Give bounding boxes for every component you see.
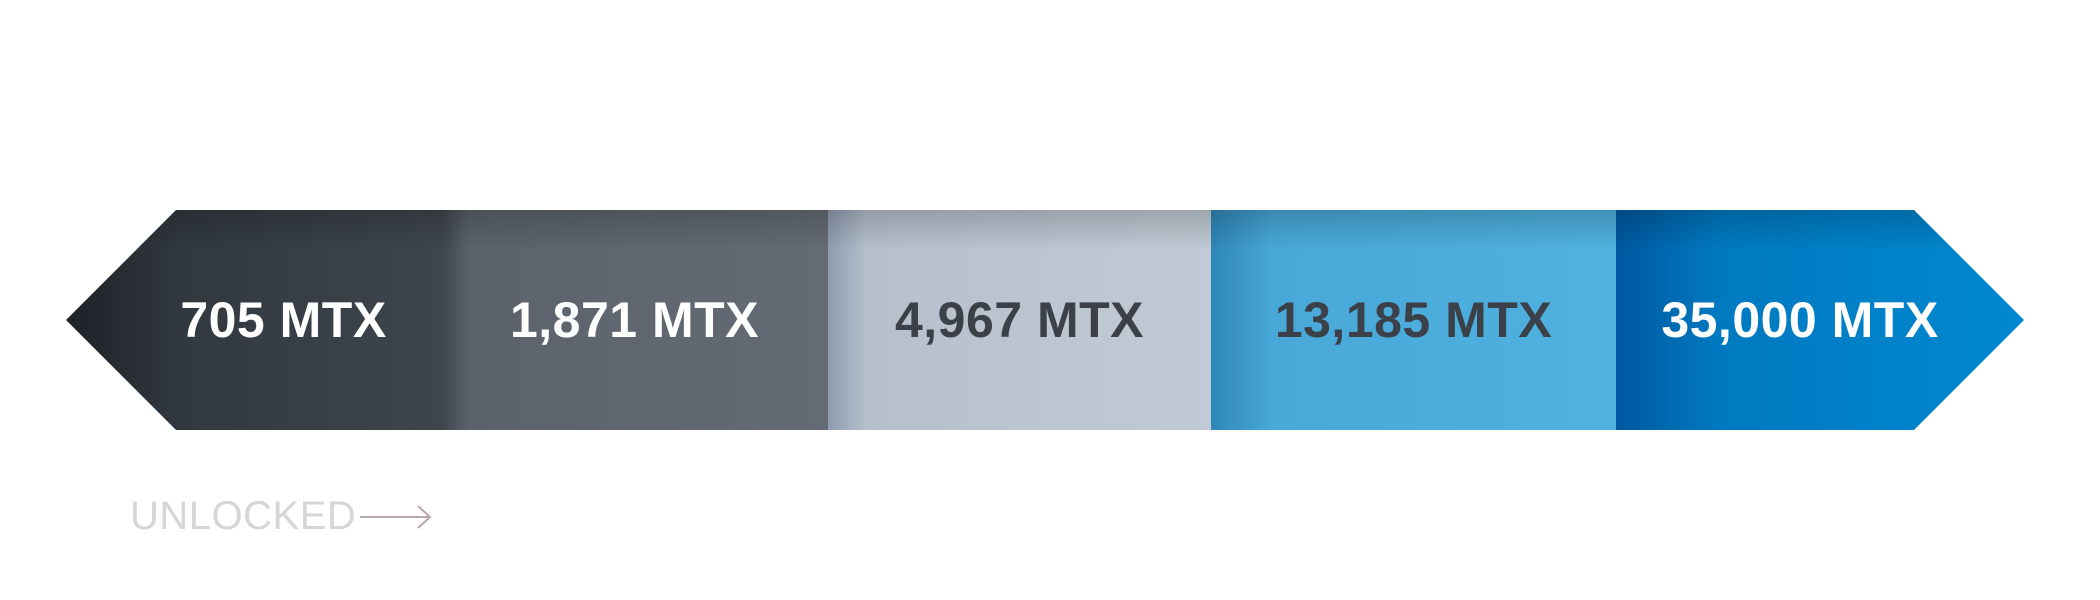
tier-2: 1,871 MTX (441, 210, 828, 430)
tier-4: 13,185 MTX (1211, 210, 1616, 430)
arrow-right-icon (360, 504, 432, 529)
tier-3-label: 4,967 MTX (894, 292, 1145, 348)
tier-5: 35,000 MTX (1616, 210, 2024, 430)
tier-3: 4,967 MTX (828, 210, 1211, 430)
tier-1-label: 705 MTX (180, 292, 387, 348)
unlocked-indicator: UNLOCKED (130, 494, 434, 539)
tier-1: 705 MTX (66, 210, 441, 430)
tier-5-label: 35,000 MTX (1661, 292, 1939, 348)
tier-4-label: 13,185 MTX (1274, 292, 1553, 348)
tier-bar: 705 MTX 1,871 MTX 4,967 MTX 13,185 MTX 3… (66, 210, 2024, 430)
unlocked-label: UNLOCKED (130, 494, 357, 538)
tier-2-label: 1,871 MTX (509, 292, 760, 348)
